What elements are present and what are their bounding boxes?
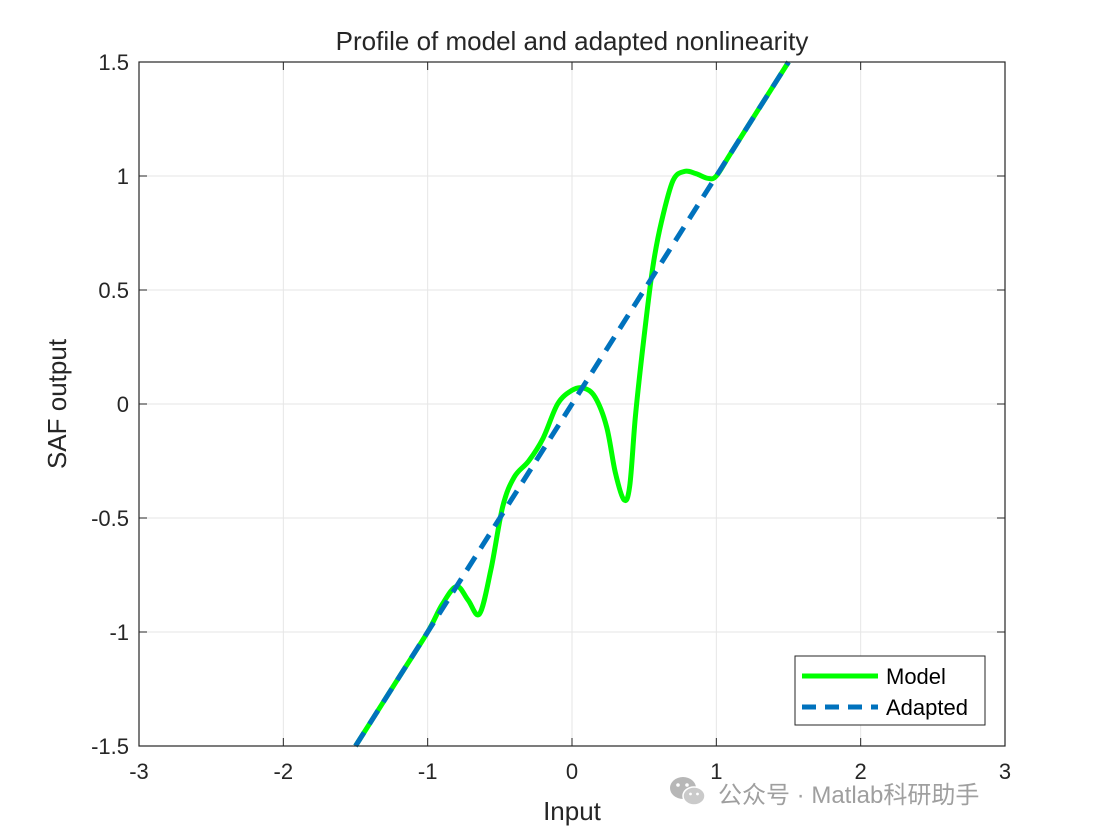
y-tick-label: -1.5 [91, 734, 129, 759]
legend-box [794, 655, 986, 726]
series-line-model [353, 60, 791, 748]
watermark-text: 公众号 · Matlab科研助手 [718, 781, 980, 809]
x-tick-label: -3 [129, 759, 149, 784]
y-axis-label: SAF output [42, 338, 72, 469]
x-tick-label: 3 [999, 759, 1011, 784]
x-tick-label: 0 [566, 759, 578, 784]
series-layer [353, 60, 791, 748]
legend-label-model: Model [886, 664, 946, 689]
y-tick-label: 0.5 [98, 278, 129, 303]
x-axis-label: Input [543, 796, 602, 826]
series-line-adapted [353, 60, 791, 748]
x-tick-label: 2 [855, 759, 867, 784]
y-tick-label: 1.5 [98, 50, 129, 75]
wechat-icon [670, 777, 706, 806]
chart-title: Profile of model and adapted nonlinearit… [336, 26, 809, 56]
ticks: -3 -2 -1 0 1 2 3 -1.5 -1 -0.5 0 0.5 1 1.5 [91, 50, 1011, 784]
watermark: 公众号 · Matlab科研助手 [666, 770, 979, 814]
y-tick-label: -0.5 [91, 506, 129, 531]
y-tick-label: -1 [109, 620, 129, 645]
x-tick-label: 1 [710, 759, 722, 784]
x-tick-label: -1 [418, 759, 438, 784]
plot-area: -3 -2 -1 0 1 2 3 -1.5 -1 -0.5 0 0.5 1 1.5 [91, 50, 1011, 784]
x-tick-label: -2 [274, 759, 294, 784]
legend: Model Adapted [794, 655, 986, 726]
legend-label-adapted: Adapted [886, 695, 968, 720]
y-tick-label: 1 [117, 164, 129, 189]
y-tick-label: 0 [117, 392, 129, 417]
